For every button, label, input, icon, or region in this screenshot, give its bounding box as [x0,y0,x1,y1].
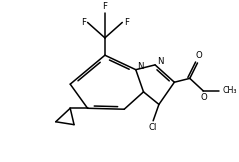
Text: CH₃: CH₃ [223,86,237,95]
Text: O: O [201,93,208,102]
Text: F: F [103,2,107,11]
Text: N: N [137,62,144,71]
Text: Cl: Cl [149,123,157,132]
Text: N: N [157,58,163,66]
Text: F: F [81,18,86,27]
Text: O: O [195,51,202,60]
Text: F: F [124,18,129,27]
